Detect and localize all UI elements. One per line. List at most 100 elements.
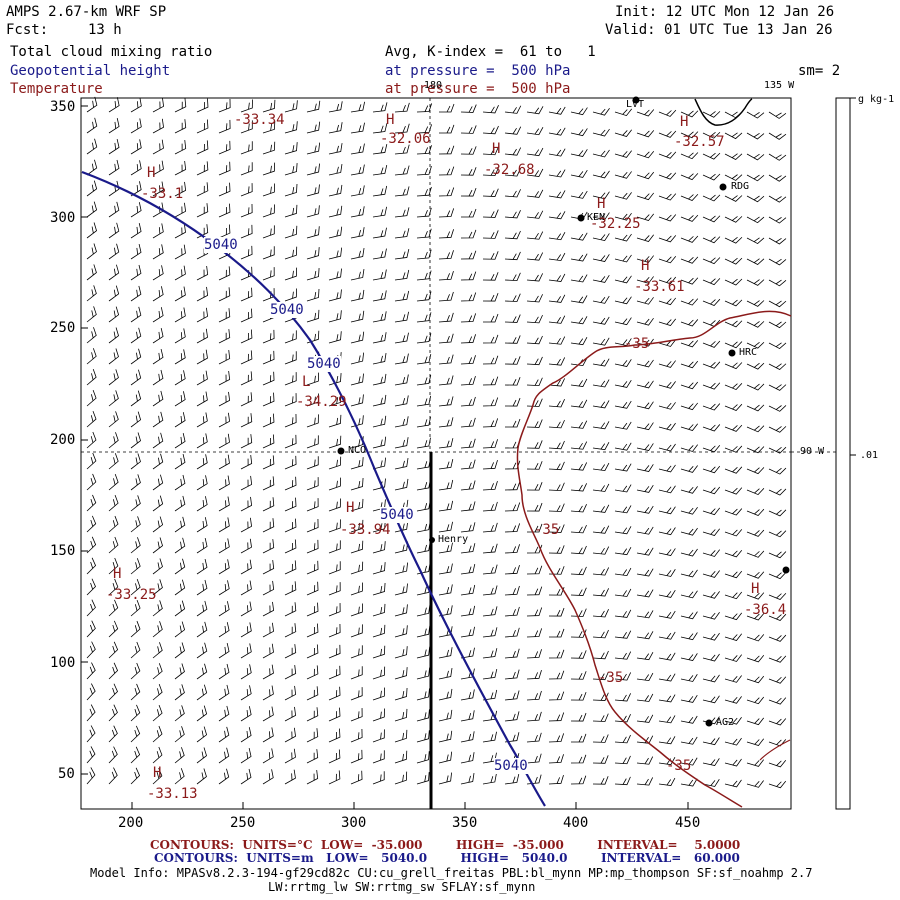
wind-barb (636, 547, 654, 556)
wind-barb (438, 542, 453, 554)
wind-barb (592, 233, 610, 242)
wind-barb (86, 473, 97, 491)
wind-barb (152, 558, 163, 575)
meridian-label-135w: 135 W (764, 80, 795, 91)
wind-barb (174, 474, 186, 491)
wind-barb (108, 411, 119, 428)
wind-barb (746, 529, 765, 537)
wind-barb (152, 286, 164, 302)
wind-barb (328, 289, 342, 302)
wind-barb (306, 142, 321, 155)
wind-barb (394, 478, 409, 491)
wind-barb (746, 237, 765, 245)
wind-barb (438, 709, 453, 722)
wind-barb (680, 715, 698, 724)
wind-barb (328, 540, 341, 554)
wind-barb (284, 121, 298, 134)
wind-barb (306, 184, 320, 197)
wind-barb (592, 609, 609, 618)
wind-barb (548, 775, 564, 785)
wind-barb (614, 546, 632, 556)
wind-barb (306, 309, 320, 323)
wind-barb (284, 393, 297, 407)
temp-label: -34.29 (296, 394, 347, 410)
wind-barb (614, 296, 632, 305)
wind-barb (680, 423, 699, 432)
wind-barb (724, 403, 743, 411)
wind-barb (372, 206, 388, 218)
temp-hl-marker: H (113, 566, 122, 582)
wind-barb (768, 153, 787, 161)
wind-barb (152, 411, 164, 428)
wind-barb (218, 308, 231, 323)
wind-barb (306, 498, 319, 512)
wind-barb (460, 459, 476, 470)
wind-barb (482, 668, 498, 680)
wind-barb (86, 243, 97, 260)
wind-barb (262, 267, 275, 281)
wind-barb (724, 111, 743, 119)
wind-barb (680, 674, 698, 682)
wind-barb (108, 201, 120, 218)
wind-barb (262, 162, 276, 176)
wind-barb (372, 227, 387, 239)
wind-barb (482, 272, 499, 281)
wind-barb (86, 557, 97, 575)
wind-barb (218, 287, 231, 302)
wind-barb (328, 205, 343, 218)
wind-barb (196, 621, 208, 638)
wind-barb (680, 486, 698, 494)
wind-barb (284, 100, 298, 113)
wind-barb (746, 195, 765, 203)
wind-barb (702, 507, 721, 516)
wind-barb (262, 120, 276, 134)
wind-barb (636, 777, 654, 786)
wind-barb (614, 254, 632, 263)
wind-barb (636, 631, 654, 640)
wind-barb (680, 757, 698, 766)
wind-barb (746, 592, 765, 600)
wind-barb (724, 132, 743, 140)
wind-barb (262, 413, 275, 428)
x-tick-250: 250 (230, 815, 256, 831)
wind-barb (350, 394, 364, 407)
wind-barb (636, 568, 654, 577)
wind-barb (108, 725, 118, 743)
wind-barb (152, 621, 163, 638)
wind-barb (130, 411, 142, 428)
wind-barb (196, 747, 207, 764)
wind-barb (548, 712, 565, 722)
temp-label: -32.06 (380, 131, 431, 147)
wind-barb (130, 285, 142, 302)
wind-barb (174, 747, 185, 764)
temp-label: -32.57 (674, 134, 725, 150)
wind-barb (614, 379, 632, 388)
wind-barb (548, 232, 566, 241)
temp-hl-marker: H (153, 765, 162, 781)
wind-barb (108, 683, 118, 701)
wind-barb (702, 215, 721, 223)
wind-barb (636, 589, 654, 598)
wind-barb (262, 706, 274, 722)
wind-barb (350, 268, 365, 281)
wind-barb (570, 399, 588, 408)
wind-barb (768, 655, 787, 663)
wind-barb (350, 352, 365, 365)
wind-barb (328, 101, 343, 113)
wind-barb (108, 453, 119, 470)
wind-barb (614, 463, 632, 472)
wind-barb (218, 412, 230, 428)
wind-barb (262, 350, 275, 365)
wind-barb (130, 683, 141, 701)
wind-barb (658, 777, 676, 786)
wind-barb (724, 257, 743, 265)
wind-barb (680, 214, 699, 222)
wind-barb (174, 160, 187, 176)
wind-barb (746, 341, 765, 349)
wind-barb (284, 455, 297, 470)
station-marker-ken (577, 214, 585, 222)
temp-hl-marker: H (641, 258, 650, 274)
wind-barb (592, 170, 610, 179)
wind-barb (570, 169, 588, 178)
wind-barb (218, 580, 230, 596)
